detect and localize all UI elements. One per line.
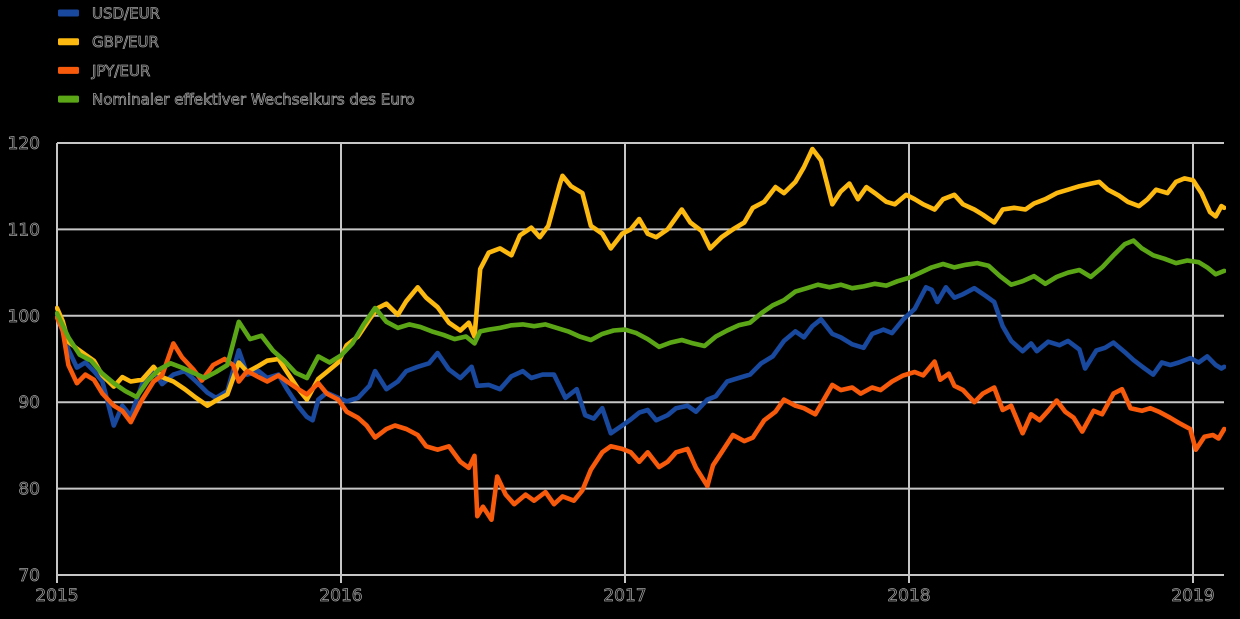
data-series-lines xyxy=(55,146,1226,523)
series-line-jpy-eur xyxy=(55,315,1226,523)
y-tick-label-80: 80 xyxy=(18,480,40,500)
axes-spines xyxy=(56,143,1224,576)
y-tick-label-70: 70 xyxy=(18,566,40,586)
legend-swatch-2 xyxy=(58,38,79,46)
chart-legend: USD/EUR GBP/EUR JPY/EUR Nominaler effektive… xyxy=(58,4,415,109)
y-axis-tick-labels: 120 110 100 90 80 70 xyxy=(7,134,40,587)
x-axis-tick-labels: 2015 2016 2017 2018 2019 xyxy=(35,586,1215,607)
legend-label-1: USD/EUR xyxy=(92,5,160,23)
legend-label-4: Nominaler effektiver Wechselkurs des Eur… xyxy=(92,91,415,109)
x-tick-label-2015: 2015 xyxy=(35,586,78,606)
x-tick-label-2019: 2019 xyxy=(1171,586,1214,606)
y-tick-label-100: 100 xyxy=(8,307,40,327)
legend-label-2: GBP/EUR xyxy=(92,33,159,51)
legend-label-3: JPY/EUR xyxy=(91,62,150,80)
gridlines xyxy=(56,142,1224,576)
x-tick-label-2016: 2016 xyxy=(319,586,362,606)
y-tick-label-110: 110 xyxy=(8,220,40,240)
series-line-gbp-eur xyxy=(55,146,1226,409)
legend-swatch-3 xyxy=(58,66,79,74)
x-tick-label-2017: 2017 xyxy=(603,586,646,606)
legend-swatch-1 xyxy=(58,9,79,17)
y-tick-label-90: 90 xyxy=(18,393,40,413)
x-tick-marks xyxy=(56,575,1194,583)
x-tick-label-2018: 2018 xyxy=(887,586,930,606)
legend-swatch-4 xyxy=(58,95,79,103)
series-line-nominaler-effektiver-wechselkurs-des-euro xyxy=(55,238,1226,400)
y-tick-label-120: 120 xyxy=(8,134,40,154)
